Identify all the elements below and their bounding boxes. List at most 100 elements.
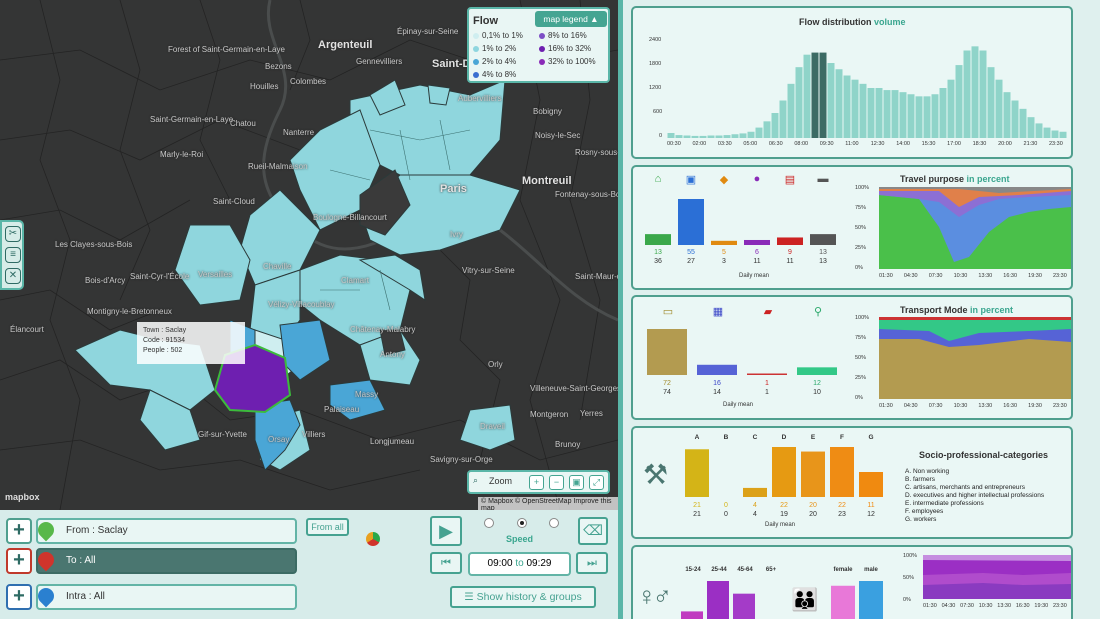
flow-bar[interactable]	[1003, 92, 1011, 138]
flow-bar[interactable]	[1035, 123, 1043, 138]
add-to-button[interactable]: +	[6, 548, 32, 574]
flow-bar[interactable]	[987, 67, 995, 138]
zoom-region-button[interactable]: ▣	[569, 475, 584, 490]
flow-bar[interactable]	[963, 50, 971, 139]
purpose-area-chart[interactable]	[879, 187, 1071, 269]
flow-bar[interactable]	[947, 79, 955, 138]
gender-bar-chart[interactable]	[831, 579, 891, 619]
purpose-bar[interactable]	[810, 234, 836, 245]
flow-bar[interactable]	[723, 135, 731, 138]
flow-bar[interactable]	[755, 127, 763, 138]
flow-bar[interactable]	[675, 135, 683, 138]
age-bar[interactable]	[707, 581, 729, 619]
flow-bar[interactable]	[891, 90, 899, 138]
flow-bar[interactable]	[971, 46, 979, 138]
settings-icon[interactable]: ✕	[5, 268, 21, 284]
purpose-bar[interactable]	[678, 199, 704, 245]
flow-bar[interactable]	[851, 79, 859, 138]
flow-bar[interactable]	[699, 135, 707, 138]
socio-bar[interactable]	[743, 487, 767, 497]
socio-bar[interactable]	[859, 472, 883, 497]
transport-bar[interactable]	[797, 367, 837, 375]
tool-icon[interactable]: ✂	[5, 226, 21, 242]
socio-bar-chart[interactable]	[685, 445, 885, 497]
flow-bar[interactable]	[1027, 117, 1035, 138]
flow-bar[interactable]	[843, 75, 851, 139]
swap-icon[interactable]	[366, 532, 380, 546]
eraser-button[interactable]: ⌫	[578, 517, 608, 545]
speed-medium-radio[interactable]	[517, 518, 527, 528]
flow-bar[interactable]	[923, 96, 931, 138]
speed-slow-radio[interactable]	[484, 518, 494, 528]
flow-bar[interactable]	[771, 113, 779, 138]
flow-bar[interactable]	[827, 63, 835, 138]
transport-bar[interactable]	[747, 373, 787, 376]
flow-bar[interactable]	[691, 135, 699, 138]
zoom-fit-button[interactable]: ⤢	[589, 475, 604, 490]
previous-button[interactable]: ⏮	[430, 552, 462, 574]
from-all-button[interactable]: From all	[306, 518, 349, 536]
flow-bar[interactable]	[915, 96, 923, 138]
from-field[interactable]: From : Saclay	[36, 518, 297, 544]
flow-bar[interactable]	[1059, 131, 1067, 138]
flow-bar[interactable]	[955, 65, 963, 138]
transport-bar[interactable]	[697, 364, 737, 375]
flow-bar[interactable]	[795, 67, 803, 138]
socio-bar[interactable]	[801, 451, 825, 497]
zoom-out-button[interactable]: −	[549, 475, 564, 490]
map-canvas[interactable]	[0, 0, 618, 510]
add-intra-button[interactable]: +	[6, 584, 32, 610]
flow-bar[interactable]	[787, 83, 795, 138]
flow-bar[interactable]	[859, 83, 867, 138]
socio-bar[interactable]	[830, 447, 854, 497]
age-bar[interactable]	[733, 593, 755, 619]
flow-bar[interactable]	[875, 88, 883, 138]
show-history-groups-button[interactable]: ☰ Show history & groups	[450, 586, 596, 608]
flow-bar[interactable]	[1051, 130, 1059, 139]
zoom-in-button[interactable]: +	[529, 475, 544, 490]
flow-bar[interactable]	[731, 134, 739, 138]
speed-fast-radio[interactable]	[549, 518, 559, 528]
flow-bar[interactable]	[907, 94, 915, 138]
transport-bar-chart[interactable]	[641, 327, 846, 377]
flow-bar[interactable]	[939, 88, 947, 138]
add-from-button[interactable]: +	[6, 518, 32, 544]
flow-bar[interactable]	[667, 133, 675, 138]
panel-divider[interactable]	[618, 0, 623, 619]
flow-bar[interactable]	[867, 88, 875, 138]
gender-bar[interactable]	[831, 585, 855, 619]
socio-bar[interactable]	[685, 449, 709, 497]
flow-bar-chart[interactable]	[667, 38, 1067, 138]
flow-bar[interactable]	[707, 135, 715, 139]
gender-bar[interactable]	[859, 581, 883, 619]
time-range[interactable]: 09:00 to 09:29	[468, 552, 571, 576]
play-button[interactable]: ▶	[430, 516, 462, 546]
intra-field[interactable]: Intra : All	[36, 584, 297, 610]
flow-bar[interactable]	[1011, 100, 1019, 139]
age-area-chart[interactable]	[923, 555, 1071, 599]
flow-bar[interactable]	[811, 52, 819, 138]
flow-bar[interactable]	[739, 133, 747, 138]
purpose-bar[interactable]	[777, 237, 803, 245]
flow-bar[interactable]	[779, 100, 787, 139]
flow-bar[interactable]	[835, 69, 843, 138]
flow-bar[interactable]	[1019, 108, 1027, 138]
purpose-bar[interactable]	[711, 240, 737, 245]
flow-bar[interactable]	[763, 121, 771, 138]
flow-bar[interactable]	[715, 135, 723, 139]
map-view[interactable]: Argenteuil Saint-Denis Montreuil Épinay-…	[0, 0, 618, 510]
purpose-bar[interactable]	[645, 234, 671, 245]
transport-area-chart[interactable]	[879, 317, 1071, 399]
flow-bar[interactable]	[747, 131, 755, 138]
flow-bar[interactable]	[819, 52, 827, 138]
flow-bar[interactable]	[803, 54, 811, 138]
flow-bar[interactable]	[683, 135, 691, 139]
flow-bar[interactable]	[883, 90, 891, 138]
layers-icon[interactable]: ≡	[5, 247, 21, 263]
flow-bar[interactable]	[995, 79, 1003, 138]
to-field[interactable]: To : All	[36, 548, 297, 574]
transport-bar[interactable]	[647, 329, 687, 375]
flow-bar[interactable]	[899, 92, 907, 138]
next-button[interactable]: ⏭	[576, 552, 608, 574]
map-legend-toggle-button[interactable]: map legend ▲	[535, 11, 607, 27]
